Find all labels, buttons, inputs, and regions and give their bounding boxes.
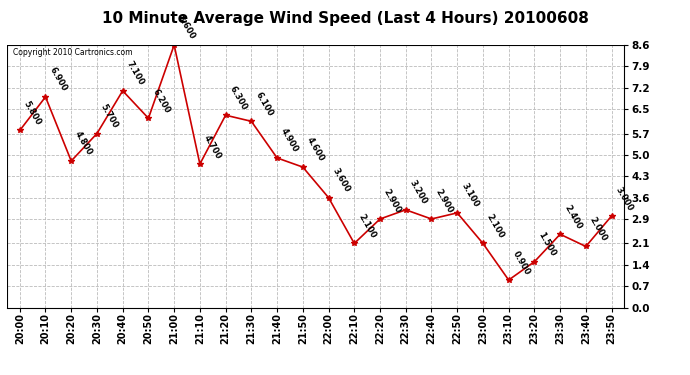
Text: 2.100: 2.100 xyxy=(356,212,377,240)
Text: 3.000: 3.000 xyxy=(613,185,635,212)
Text: 5.700: 5.700 xyxy=(99,102,120,130)
Text: Copyright 2010 Cartronics.com: Copyright 2010 Cartronics.com xyxy=(13,48,132,57)
Text: 1.500: 1.500 xyxy=(536,231,558,258)
Text: 2.400: 2.400 xyxy=(562,203,583,231)
Text: 3.200: 3.200 xyxy=(408,179,428,206)
Text: 7.100: 7.100 xyxy=(125,60,146,87)
Text: 4.700: 4.700 xyxy=(202,133,223,160)
Text: 10 Minute Average Wind Speed (Last 4 Hours) 20100608: 10 Minute Average Wind Speed (Last 4 Hou… xyxy=(101,11,589,26)
Text: 6.100: 6.100 xyxy=(253,90,275,118)
Text: 2.100: 2.100 xyxy=(485,212,506,240)
Text: 6.300: 6.300 xyxy=(228,84,248,111)
Text: 3.600: 3.600 xyxy=(331,166,352,194)
Text: 2.900: 2.900 xyxy=(382,188,403,215)
Text: 8.600: 8.600 xyxy=(176,14,197,41)
Text: 6.900: 6.900 xyxy=(48,66,68,93)
Text: 0.900: 0.900 xyxy=(511,249,531,276)
Text: 5.800: 5.800 xyxy=(22,99,43,127)
Text: 4.600: 4.600 xyxy=(305,136,326,164)
Text: 6.200: 6.200 xyxy=(150,87,172,115)
Text: 4.800: 4.800 xyxy=(73,130,95,158)
Text: 2.000: 2.000 xyxy=(588,216,609,243)
Text: 2.900: 2.900 xyxy=(433,188,455,215)
Text: 3.100: 3.100 xyxy=(460,182,480,209)
Text: 4.900: 4.900 xyxy=(279,127,300,154)
